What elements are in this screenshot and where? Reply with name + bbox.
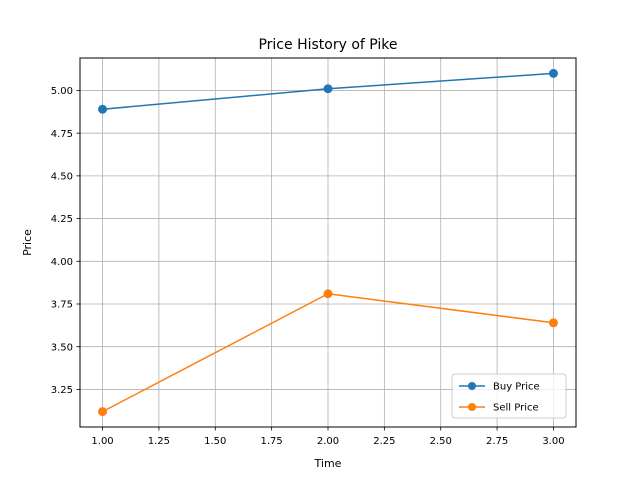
y-tick-label: 4.00	[51, 257, 73, 268]
y-tick-label: 5.00	[51, 86, 73, 97]
x-tick-label: 2.25	[373, 436, 395, 447]
x-tick-label: 2.00	[317, 436, 339, 447]
x-tick-label: 1.00	[91, 436, 113, 447]
series-point-0	[323, 84, 333, 94]
y-tick-label: 4.50	[51, 171, 73, 182]
legend-swatch-marker	[468, 382, 476, 390]
series-point-0	[98, 104, 108, 114]
y-axis-label: Price	[21, 229, 34, 256]
y-tick-label: 3.50	[51, 342, 73, 353]
y-tick-label: 3.25	[51, 385, 73, 396]
x-axis-label: Time	[314, 457, 342, 470]
x-tick-label: 3.00	[542, 436, 564, 447]
series	[98, 68, 558, 417]
x-tick-label: 1.50	[204, 436, 226, 447]
x-tick-label: 2.75	[486, 436, 508, 447]
x-tick-label: 1.25	[148, 436, 170, 447]
series-point-1	[323, 289, 333, 299]
series-point-1	[548, 318, 558, 328]
ticks: 1.00 1.25 1.50 1.75 2.00 2.25 2.50 2.75 3.00 3.25…	[51, 86, 565, 447]
y-tick-label: 4.25	[51, 214, 73, 225]
x-tick-label: 2.50	[430, 436, 452, 447]
legend-label: Sell Price	[493, 403, 539, 414]
legend: Buy Price Sell Price	[451, 373, 567, 419]
y-tick-label: 3.75	[51, 300, 73, 311]
chart-title: Price History of Pike	[258, 37, 397, 53]
series-point-1	[98, 407, 108, 417]
legend-swatch-marker	[468, 403, 476, 411]
series-point-0	[548, 68, 558, 78]
y-tick-label: 4.75	[51, 129, 73, 140]
legend-label: Buy Price	[493, 382, 540, 393]
x-tick-label: 1.75	[261, 436, 283, 447]
